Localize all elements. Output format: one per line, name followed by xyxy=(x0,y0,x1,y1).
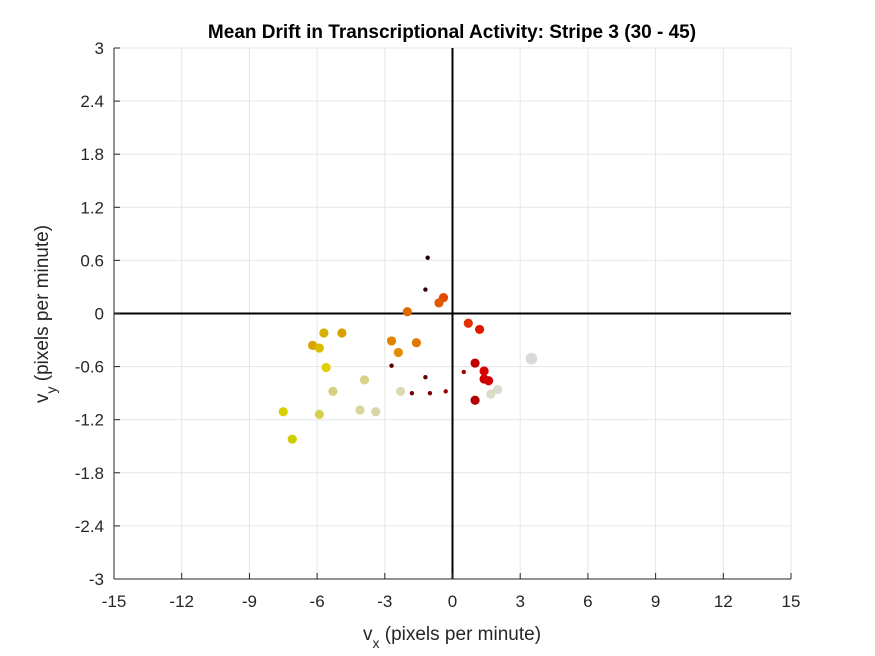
y-axis-label-rest: (pixels per minute) xyxy=(32,225,53,387)
data-point xyxy=(389,363,394,368)
x-tick-label: -9 xyxy=(242,592,257,611)
data-point xyxy=(411,338,421,348)
x-tick-label: -3 xyxy=(377,592,392,611)
data-point xyxy=(423,287,428,292)
x-axis-label-rest: (pixels per minute) xyxy=(379,624,541,645)
data-point xyxy=(321,362,331,373)
data-point xyxy=(359,375,370,385)
data-point xyxy=(409,390,415,396)
y-tick-label: -1.8 xyxy=(75,464,104,483)
x-tick-label: 3 xyxy=(515,592,524,611)
data-point xyxy=(328,386,338,396)
x-tick-label: 12 xyxy=(714,592,733,611)
x-tick-label: -15 xyxy=(102,592,127,611)
x-tick-label: -12 xyxy=(169,592,194,611)
data-point xyxy=(395,386,406,396)
y-tick-label: 3 xyxy=(95,39,104,58)
data-point xyxy=(393,347,403,358)
data-point xyxy=(479,366,489,376)
data-point xyxy=(355,405,365,415)
data-point xyxy=(278,407,288,417)
y-axis-label-main: v xyxy=(32,393,53,403)
y-tick-label: 1.2 xyxy=(80,198,104,217)
y-tick-label: 0 xyxy=(95,305,104,324)
data-point xyxy=(337,328,347,338)
data-point xyxy=(434,298,444,308)
y-tick-label: 0.6 xyxy=(80,251,104,270)
data-point xyxy=(402,307,412,317)
x-tick-label: 6 xyxy=(583,592,592,611)
data-point xyxy=(386,336,397,346)
data-point xyxy=(461,369,466,375)
y-tick-label: 1.8 xyxy=(80,145,104,164)
data-point xyxy=(470,358,480,368)
data-point xyxy=(443,389,448,394)
data-point xyxy=(427,390,433,396)
x-tick-label: -6 xyxy=(310,592,325,611)
data-point xyxy=(486,389,496,399)
chart-title: Mean Drift in Transcriptional Activity: … xyxy=(208,22,696,43)
data-point xyxy=(287,434,297,444)
data-point xyxy=(470,395,480,405)
y-axis-label-sub: y xyxy=(43,387,59,394)
data-point xyxy=(525,352,538,365)
data-point xyxy=(463,318,473,328)
x-tick-label: 15 xyxy=(782,592,801,611)
x-tick-label: 9 xyxy=(651,592,660,611)
y-tick-label: -0.6 xyxy=(75,358,104,377)
data-point xyxy=(484,376,494,386)
x-axis-label-main: v xyxy=(363,624,373,645)
y-tick-label: -1.2 xyxy=(75,411,104,430)
x-axis-label: vx (pixels per minute) xyxy=(363,624,541,651)
y-tick-label: 2.4 xyxy=(80,92,104,111)
data-point xyxy=(423,375,428,380)
data-point xyxy=(371,407,381,417)
y-tick-label: -2.4 xyxy=(75,517,104,536)
x-axis-label-sub: x xyxy=(372,635,379,651)
data-point xyxy=(319,328,329,338)
data-point xyxy=(474,324,485,335)
y-axis-label: vy (pixels per minute) xyxy=(32,225,59,403)
x-tick-label: 0 xyxy=(448,592,457,611)
data-point xyxy=(314,409,324,419)
y-tick-label: -3 xyxy=(89,570,104,589)
data-point xyxy=(314,343,324,353)
data-point xyxy=(425,255,430,260)
data-point xyxy=(493,385,503,395)
